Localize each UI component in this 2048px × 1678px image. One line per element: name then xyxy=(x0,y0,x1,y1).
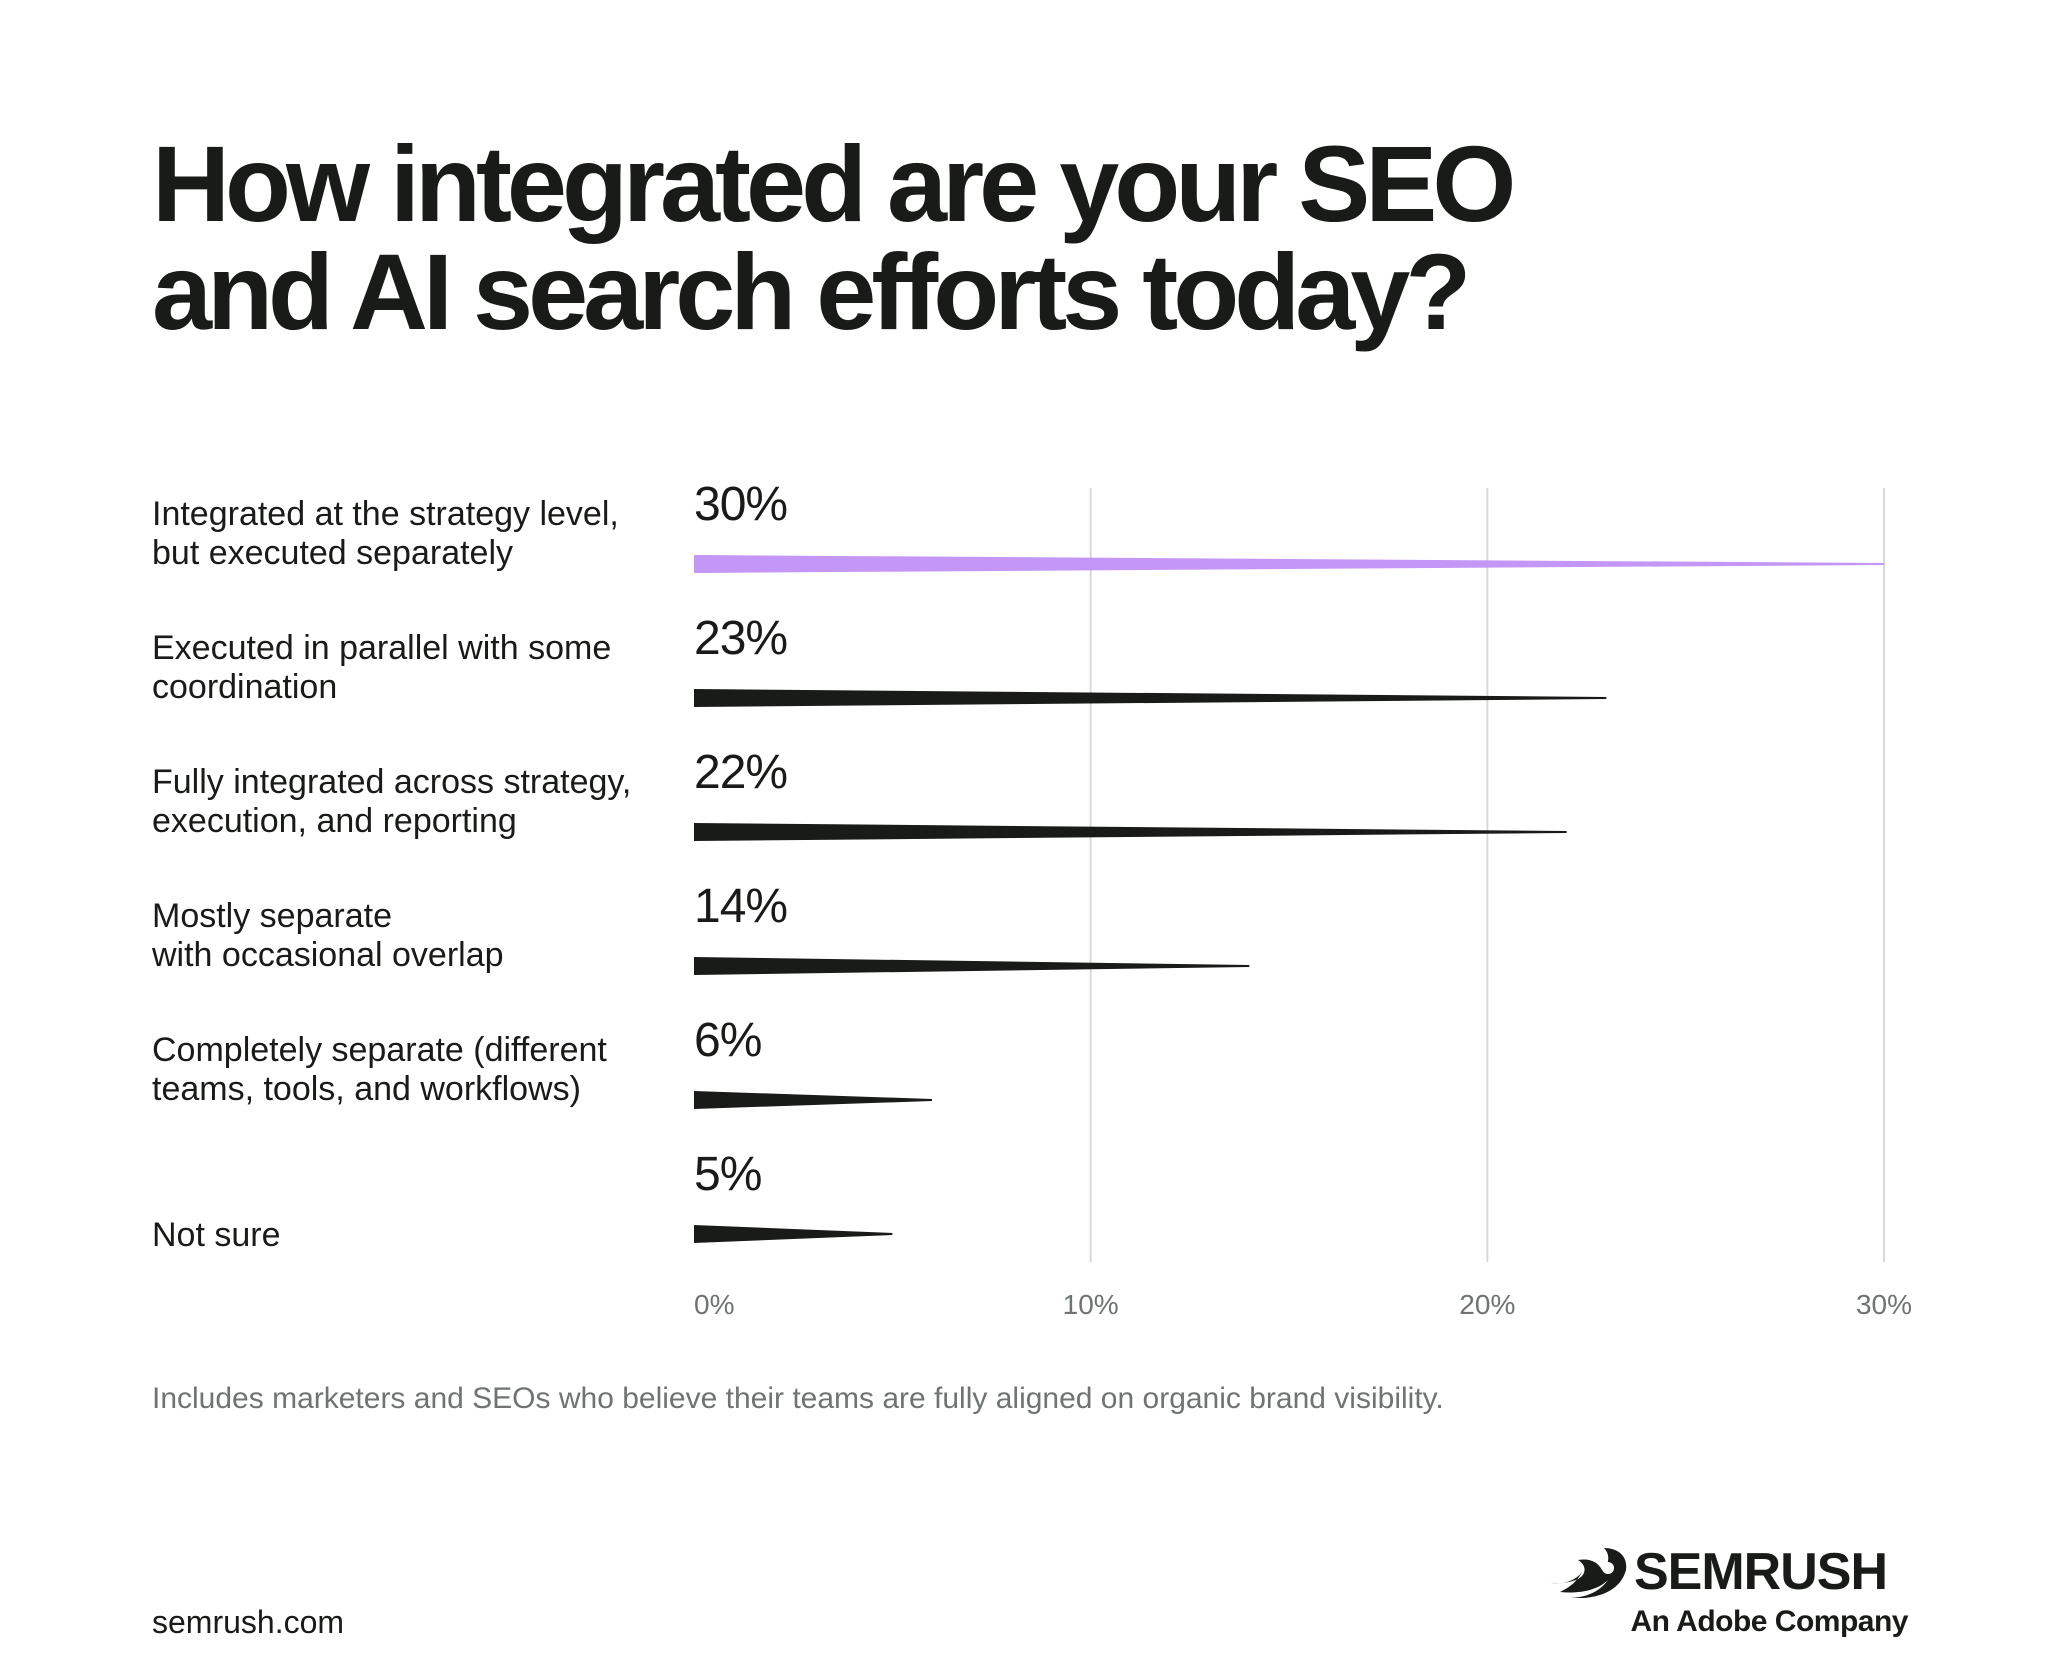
category-label: Executed in parallel with some coordinati… xyxy=(152,629,611,706)
brand-logo: SEMRUSH An Adobe Company xyxy=(1548,1542,1908,1652)
bar xyxy=(694,957,1250,975)
category-label: Integrated at the strategy level, but exe… xyxy=(152,495,619,572)
bar xyxy=(694,555,1884,573)
value-label: 14% xyxy=(694,880,787,933)
value-label: 5% xyxy=(694,1148,761,1201)
value-label: 6% xyxy=(694,1014,761,1067)
value-label: 22% xyxy=(694,746,787,799)
brand-subtitle: An Adobe Company xyxy=(1630,1605,1908,1638)
brand-name: SEMRUSH xyxy=(1634,1543,1888,1601)
value-label: 23% xyxy=(694,612,787,665)
site-url: semrush.com xyxy=(152,1604,345,1640)
bar xyxy=(694,1225,893,1243)
bar xyxy=(694,1091,932,1109)
semrush-flame-icon xyxy=(1550,1548,1627,1598)
category-label: Fully integrated across strategy, executi… xyxy=(152,763,631,840)
value-label: 30% xyxy=(694,478,787,531)
x-tick-label: 30% xyxy=(1856,1289,1912,1320)
category-label: Completely separate (different teams, too… xyxy=(152,1031,607,1108)
x-tick-label: 10% xyxy=(1063,1289,1119,1320)
category-label: Mostly separate with occasional overlap xyxy=(151,897,504,974)
bar xyxy=(694,689,1607,707)
bar xyxy=(694,823,1567,841)
category-label: Not sure xyxy=(152,1216,281,1254)
x-tick-label: 20% xyxy=(1459,1289,1515,1320)
x-tick-label: 0% xyxy=(694,1289,734,1320)
footnote: Includes marketers and SEOs who believe … xyxy=(152,1382,1444,1415)
chart-title: How integrated are your SEO and AI searc… xyxy=(152,123,1516,352)
